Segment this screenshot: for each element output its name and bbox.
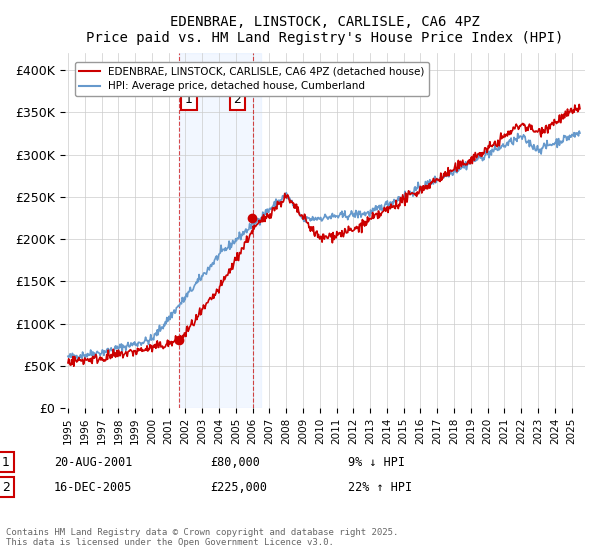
- Legend: EDENBRAE, LINSTOCK, CARLISLE, CA6 4PZ (detached house), HPI: Average price, deta: EDENBRAE, LINSTOCK, CARLISLE, CA6 4PZ (d…: [75, 62, 429, 96]
- Text: £80,000: £80,000: [210, 455, 260, 469]
- Text: 1: 1: [185, 94, 193, 106]
- Text: Contains HM Land Registry data © Crown copyright and database right 2025.
This d: Contains HM Land Registry data © Crown c…: [6, 528, 398, 547]
- Text: £225,000: £225,000: [210, 480, 267, 494]
- Text: 2: 2: [233, 94, 241, 106]
- Text: 2: 2: [2, 480, 10, 494]
- Title: EDENBRAE, LINSTOCK, CARLISLE, CA6 4PZ
Price paid vs. HM Land Registry's House Pr: EDENBRAE, LINSTOCK, CARLISLE, CA6 4PZ Pr…: [86, 15, 563, 45]
- Text: 1: 1: [2, 455, 10, 469]
- Text: 16-DEC-2005: 16-DEC-2005: [54, 480, 133, 494]
- Bar: [179, 53, 261, 408]
- Text: 9% ↓ HPI: 9% ↓ HPI: [348, 455, 405, 469]
- Text: 20-AUG-2001: 20-AUG-2001: [54, 455, 133, 469]
- Text: 22% ↑ HPI: 22% ↑ HPI: [348, 480, 412, 494]
